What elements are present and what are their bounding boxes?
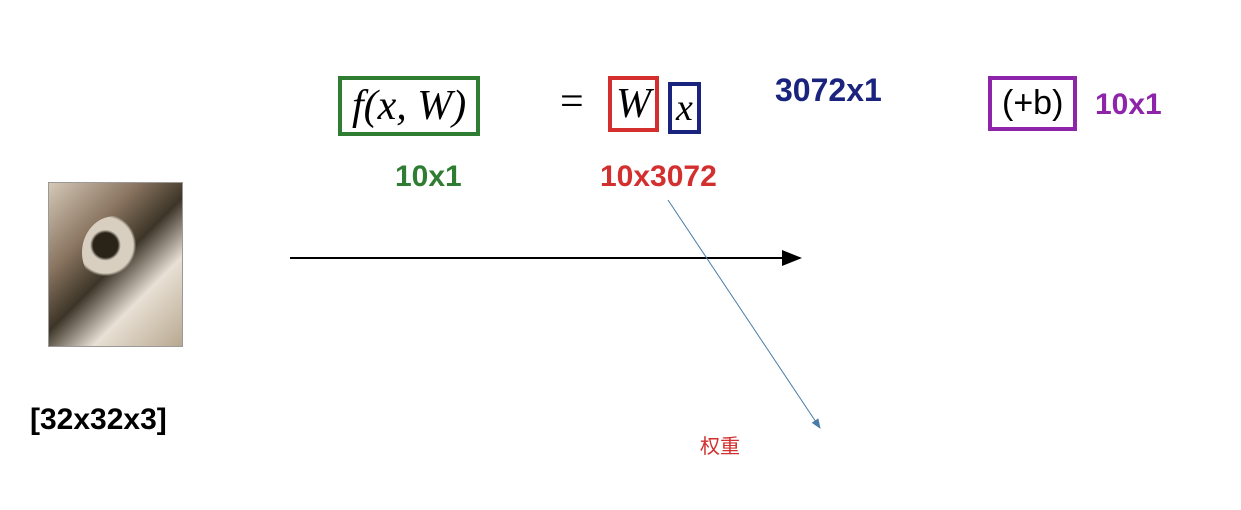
bias-box: (+b) (988, 76, 1077, 131)
weight-dimension: 10x3072 (600, 160, 717, 194)
pointer-arrow (668, 200, 820, 428)
image-dimensions-label: [32x32x3] (30, 403, 167, 437)
weight-box: W (608, 76, 659, 132)
function-box: f(x, W) (338, 76, 480, 136)
weight-label-cn: 权重 (700, 430, 740, 459)
input-dimension: 3072x1 (775, 72, 882, 109)
bias-dimension: 10x1 (1095, 88, 1162, 122)
equals-sign: = (560, 78, 584, 126)
input-box: x (668, 82, 701, 134)
cat-image-placeholder (48, 182, 183, 347)
output-dimension: 10x1 (395, 160, 462, 194)
